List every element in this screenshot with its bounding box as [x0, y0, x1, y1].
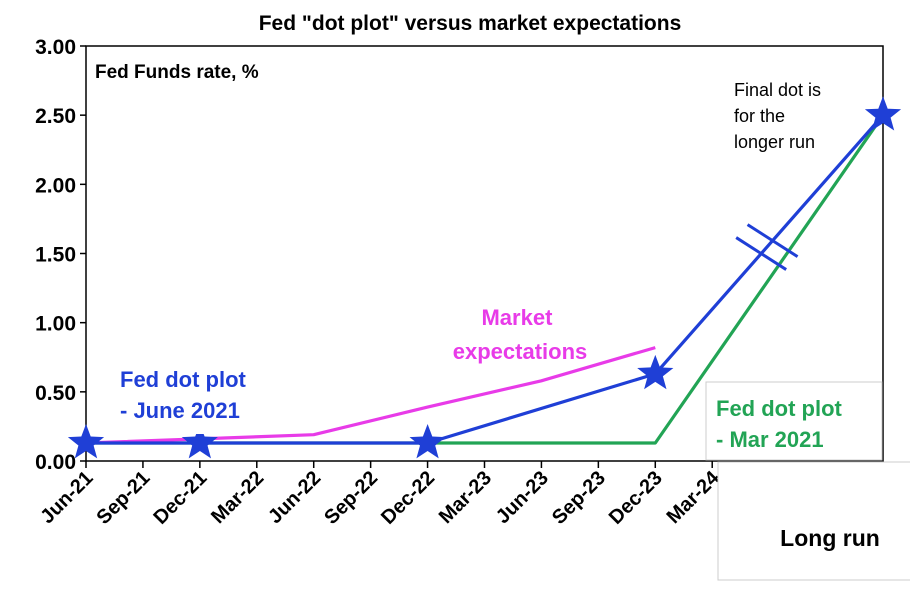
series-label-june-line-2: - June 2021: [120, 398, 240, 423]
x-tick-label: Dec-23: [605, 467, 667, 529]
axis-break-marker: [735, 223, 799, 271]
star-markers: [67, 96, 902, 459]
y-tick-label: 1.50: [35, 244, 76, 267]
y-tick-label: 2.50: [35, 105, 76, 128]
x-tick-label: Mar-23: [435, 467, 496, 528]
x-tick-label: Sep-22: [320, 467, 382, 529]
x-tick-label: Dec-22: [377, 467, 439, 529]
x-tick-label: Mar-24: [663, 466, 725, 528]
series-label-market-line-1: Market: [481, 305, 553, 330]
svg-text:Fed dot plot - Mar 2021: Fed dot plot - Mar 2021: [716, 396, 848, 452]
x-tick-label: Mar-22: [207, 467, 268, 528]
y-axis: 0.00 0.50 1.00 1.50 2.00 2.50 3.00: [35, 36, 86, 474]
y-tick-label: 0.00: [35, 451, 76, 474]
star-marker: [409, 424, 446, 459]
series-label-mar-2021: Fed dot plot - Mar 2021: [705, 381, 883, 461]
star-marker: [864, 96, 902, 131]
annotation-line-2: for the: [734, 106, 785, 126]
axis-break-stroke: [735, 236, 787, 271]
svg-text:Final dot is for the: Final dot is for the longer run: [734, 80, 826, 152]
series-label-mar-line-1: Fed dot plot: [716, 396, 843, 421]
series-label-mar-line-2: - Mar 2021: [716, 427, 824, 452]
annotation-line-3: longer run: [734, 132, 815, 152]
series-label-june-2021: Fed dot plot - June 2021: [100, 354, 276, 434]
star-marker: [181, 424, 218, 459]
y-tick-label: 0.50: [35, 382, 76, 405]
star-marker: [67, 424, 105, 459]
x-tick-label: Sep-21: [93, 467, 155, 529]
series-label-market-line-2: expectations: [453, 339, 588, 364]
annotation-final-dot: Final dot is for the longer run: [734, 80, 826, 152]
series-label-june-line-1: Fed dot plot: [120, 367, 247, 392]
y-tick-label: 1.00: [35, 313, 76, 336]
chart-title: Fed "dot plot" versus market expectation…: [259, 12, 682, 35]
x-tick-label: Jun-22: [264, 467, 325, 528]
x-tick-label: Jun-23: [492, 467, 553, 528]
long-run-label: Long run: [780, 525, 880, 551]
long-run-box: [717, 461, 910, 581]
series-label-market: Market expectations: [453, 305, 588, 364]
star-marker: [637, 354, 674, 390]
y-tick-label: 3.00: [35, 36, 76, 59]
axis-break-stroke: [746, 223, 799, 258]
x-tick-label: Sep-23: [548, 467, 610, 529]
series-line-2: [85, 346, 656, 445]
x-tick-label: Dec-21: [149, 467, 211, 529]
y-axis-label: Fed Funds rate, %: [95, 62, 259, 83]
y-tick-label: 2.00: [35, 174, 76, 197]
svg-text:Market expectations: Market expectations: [453, 305, 588, 364]
svg-text:Fed dot plot - June 2021: Fed dot plot - June 2021: [120, 367, 252, 423]
x-tick-label: Jun-21: [36, 467, 97, 528]
annotation-line-1: Final dot is: [734, 80, 821, 100]
